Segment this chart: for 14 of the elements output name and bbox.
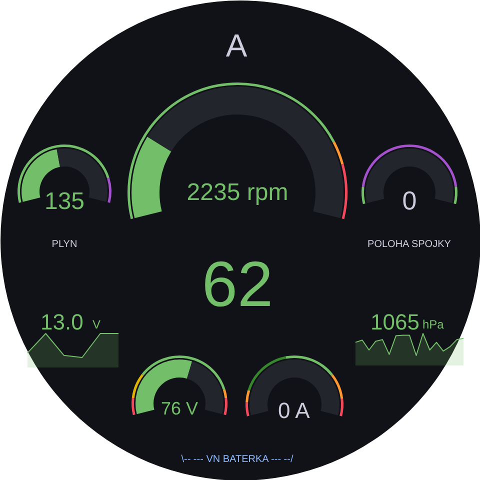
text: 62 (202, 248, 274, 320)
annotation: 1065 (370, 310, 420, 334)
text: 0 (402, 186, 417, 216)
text: 0 A (278, 398, 310, 423)
annotation: 13.0 (40, 310, 84, 334)
text: V (92, 318, 101, 332)
text: 2235 rpm (186, 179, 288, 206)
text: 76 V (160, 398, 198, 418)
text: \-- --- VN BATERKA --- --/ (181, 454, 294, 465)
text: PLYN (52, 239, 78, 250)
text: 135 (44, 188, 85, 215)
text: hPa (422, 318, 444, 332)
text: A (226, 28, 248, 64)
text: POLOHA SPOJKY (368, 239, 452, 250)
